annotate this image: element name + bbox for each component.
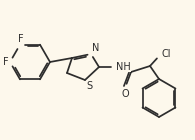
Text: NH: NH	[116, 62, 131, 72]
Text: O: O	[121, 89, 129, 99]
Text: S: S	[86, 81, 92, 91]
Text: F: F	[3, 57, 9, 67]
Text: N: N	[92, 43, 99, 53]
Text: F: F	[18, 34, 24, 44]
Text: Cl: Cl	[162, 49, 171, 59]
